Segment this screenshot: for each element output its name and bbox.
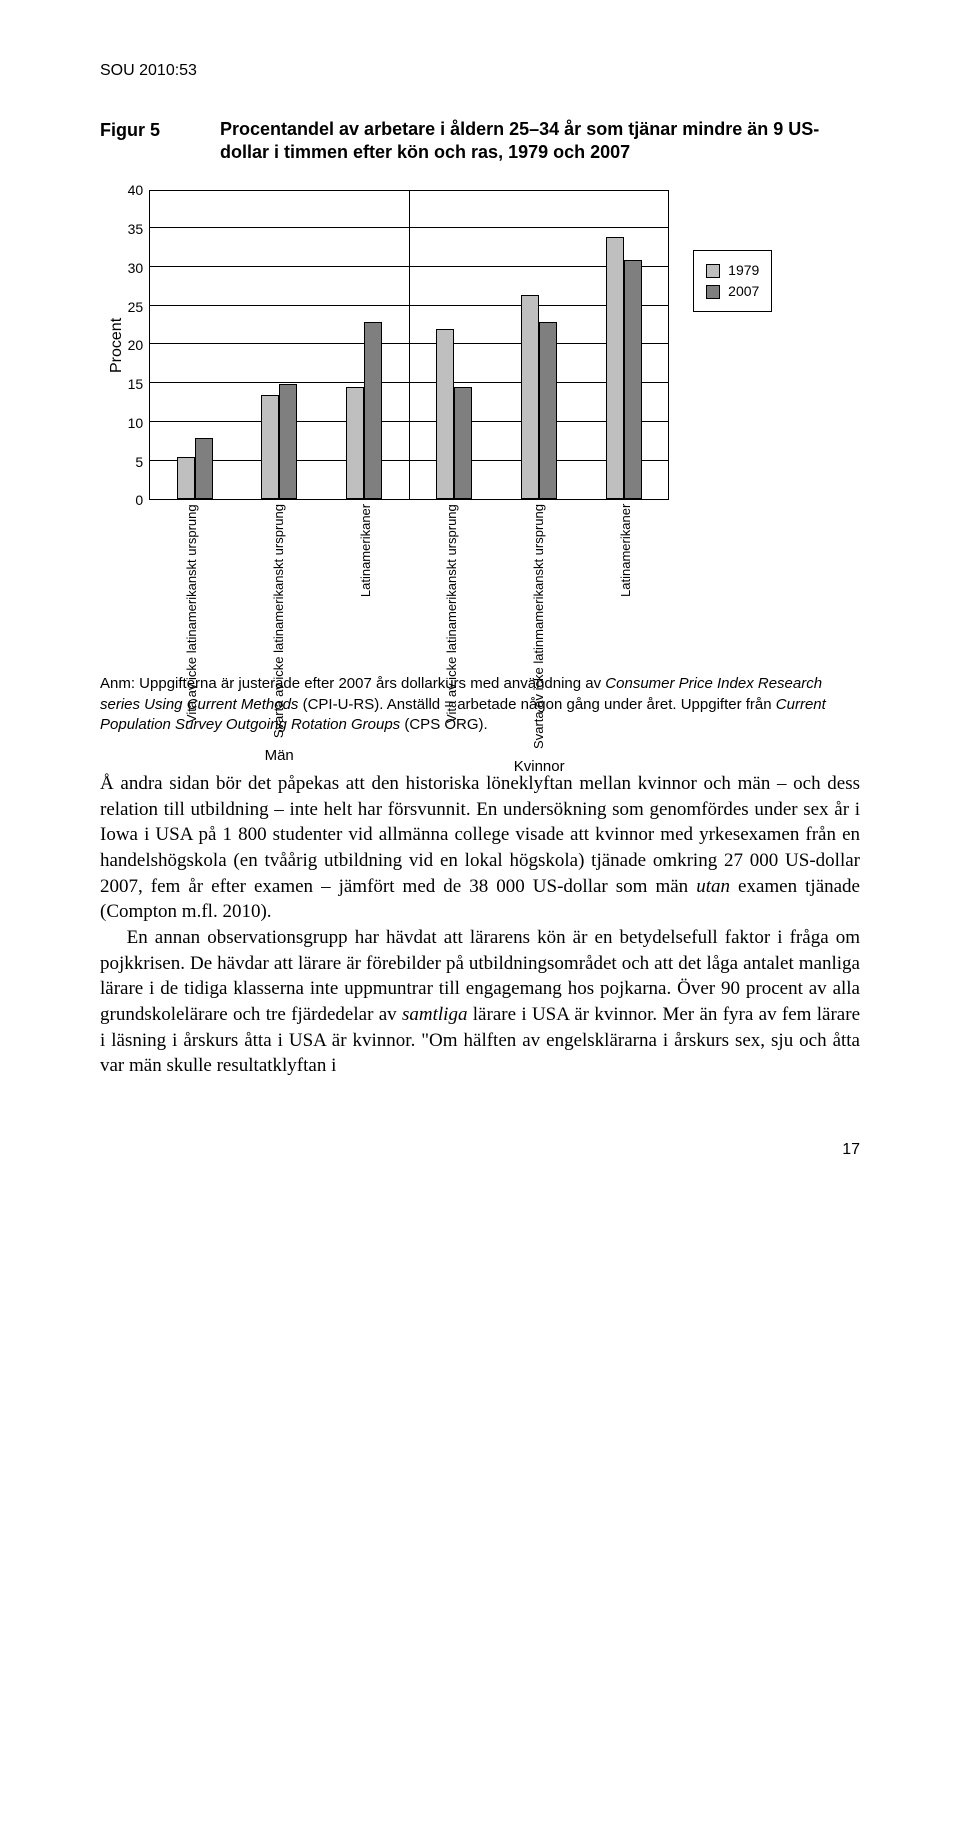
figure-title: Procentandel av arbetare i åldern 25–34 … xyxy=(220,118,860,165)
legend-label: 2007 xyxy=(728,282,759,301)
x-category-label: Vita av icke latinamerikanskt ursprung xyxy=(409,500,496,753)
x-category-label: Svarta av icke latinamerikanskt ursprung xyxy=(236,500,323,742)
gridline xyxy=(150,343,668,344)
gridline xyxy=(150,227,668,228)
figure-number: Figur 5 xyxy=(100,118,220,165)
gridline xyxy=(150,266,668,267)
bar xyxy=(279,384,297,500)
text-em: samtliga xyxy=(402,1004,467,1025)
chart-group xyxy=(150,191,410,499)
bar xyxy=(195,438,213,500)
bar-chart: Procent 4035302520151050 Vita av icke la… xyxy=(100,190,860,640)
x-category-label: Latinamerikaner xyxy=(583,500,670,753)
bar-cluster xyxy=(497,295,582,500)
bar-cluster xyxy=(322,322,407,500)
body-text: Å andra sidan bör det påpekas att den hi… xyxy=(100,771,860,1079)
bar xyxy=(177,457,195,499)
legend-item: 1979 xyxy=(706,261,759,280)
page-number: 17 xyxy=(100,1139,860,1161)
x-category-label: Vita av icke latinamerikanskt ursprung xyxy=(149,500,236,742)
text-em: utan xyxy=(696,876,730,897)
bar xyxy=(539,322,557,500)
bar xyxy=(261,395,279,499)
paragraph: En annan observationsgrupp har hävdat at… xyxy=(100,925,860,1079)
bar xyxy=(436,329,454,499)
bar-cluster xyxy=(412,329,497,499)
x-group: Vita av icke latinamerikanskt ursprungSv… xyxy=(149,500,409,640)
bar xyxy=(364,322,382,500)
x-category-label: Svarta av icke latinmamerikanskt ursprun… xyxy=(496,500,583,753)
y-axis-label: Procent xyxy=(100,190,128,500)
bar xyxy=(346,387,364,499)
figure-caption: Figur 5 Procentandel av arbetare i ålder… xyxy=(100,118,860,165)
bar xyxy=(624,260,642,499)
bar xyxy=(454,387,472,499)
x-group-label: Män xyxy=(149,742,409,766)
bar xyxy=(521,295,539,500)
chart-group xyxy=(410,191,669,499)
y-axis-ticks: 4035302520151050 xyxy=(128,190,150,500)
paragraph: Å andra sidan bör det påpekas att den hi… xyxy=(100,771,860,925)
legend-label: 1979 xyxy=(728,261,759,280)
legend-swatch xyxy=(706,285,720,299)
x-category-label: Latinamerikaner xyxy=(323,500,410,742)
gridline xyxy=(150,460,668,461)
gridline xyxy=(150,382,668,383)
plot-area xyxy=(149,190,669,500)
bar xyxy=(606,237,624,500)
x-group: Vita av icke latinamerikanskt ursprungSv… xyxy=(409,500,669,640)
gridline xyxy=(150,305,668,306)
bar-cluster xyxy=(237,384,322,500)
legend-swatch xyxy=(706,264,720,278)
gridline xyxy=(150,421,668,422)
legend: 1979 2007 xyxy=(693,250,772,640)
bar-cluster xyxy=(152,438,237,500)
x-axis: Vita av icke latinamerikanskt ursprungSv… xyxy=(149,500,669,640)
legend-item: 2007 xyxy=(706,282,759,301)
note-prefix: Anm: xyxy=(100,675,135,692)
document-header: SOU 2010:53 xyxy=(100,60,860,82)
